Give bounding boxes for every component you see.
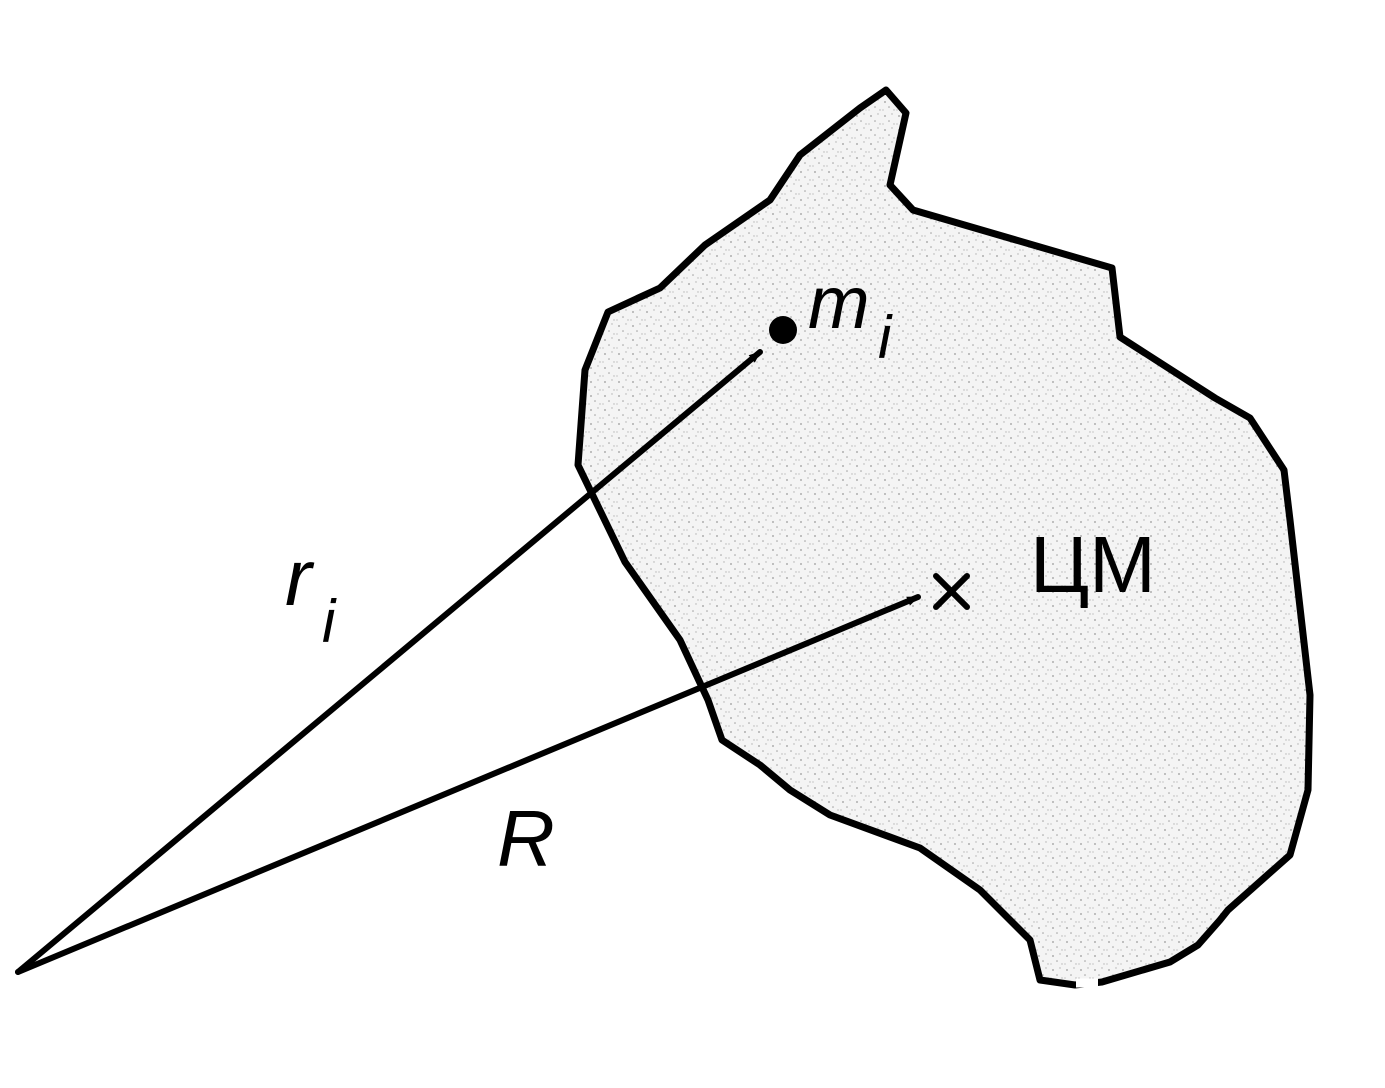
mass-label-main: m (808, 261, 870, 344)
center-of-mass-label: ЦМ (1030, 520, 1156, 609)
cm-vector-label: R (497, 794, 555, 883)
position-vector-label: r (285, 533, 315, 622)
rigid-body-outline (578, 90, 1310, 985)
mass-label-subscript: i (878, 304, 893, 371)
position-vector-ri (18, 352, 760, 972)
mass-label: m (808, 261, 870, 344)
mass-point-dot (769, 316, 797, 344)
position-vector-label-subscript: i (322, 588, 337, 655)
